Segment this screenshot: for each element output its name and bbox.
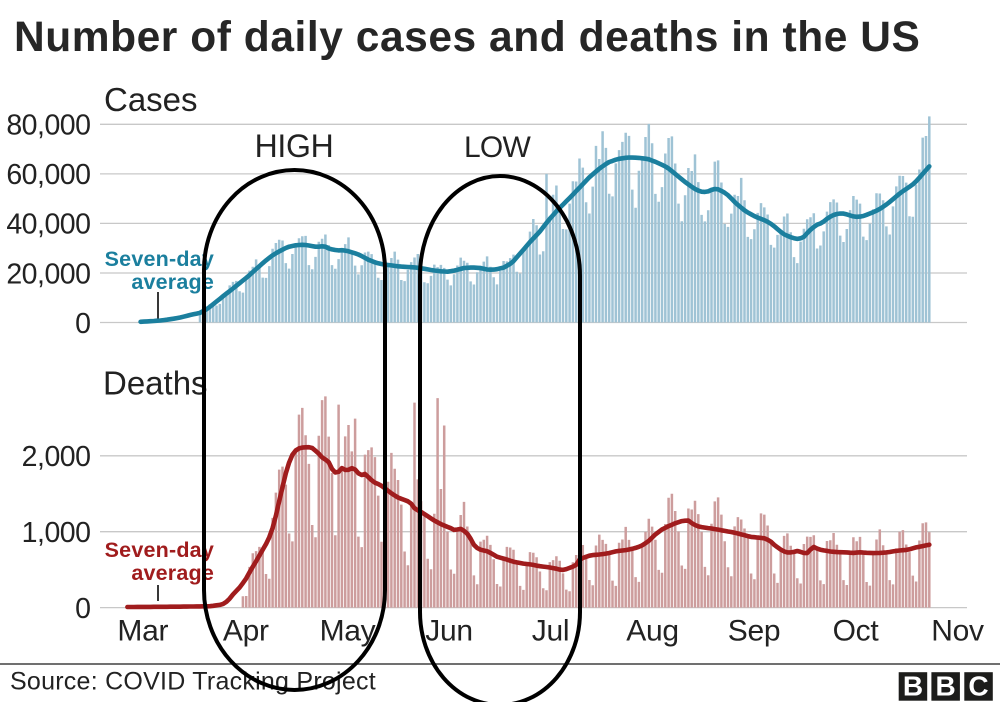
svg-text:Nov: Nov bbox=[931, 614, 984, 647]
svg-text:C: C bbox=[968, 670, 988, 701]
svg-text:Deaths: Deaths bbox=[103, 365, 208, 402]
svg-text:20,000: 20,000 bbox=[6, 258, 90, 290]
svg-text:B: B bbox=[903, 670, 923, 701]
svg-text:average: average bbox=[131, 561, 214, 585]
svg-text:Aug: Aug bbox=[626, 614, 678, 647]
svg-text:Seven-day: Seven-day bbox=[105, 538, 214, 562]
svg-text:HIGH: HIGH bbox=[255, 128, 334, 164]
svg-text:Jul: Jul bbox=[532, 614, 569, 647]
svg-text:1,000: 1,000 bbox=[22, 517, 91, 549]
svg-text:LOW: LOW bbox=[464, 131, 531, 164]
svg-text:Apr: Apr bbox=[223, 614, 269, 647]
svg-text:Jun: Jun bbox=[425, 614, 472, 647]
svg-text:0: 0 bbox=[75, 593, 90, 625]
svg-text:40,000: 40,000 bbox=[6, 209, 90, 241]
svg-text:Sep: Sep bbox=[728, 614, 780, 647]
svg-text:May: May bbox=[320, 614, 376, 647]
svg-text:2,000: 2,000 bbox=[22, 441, 91, 473]
svg-text:Number of daily cases and deat: Number of daily cases and deaths in the … bbox=[14, 14, 920, 61]
svg-text:60,000: 60,000 bbox=[6, 159, 90, 191]
svg-text:Seven-day: Seven-day bbox=[105, 247, 214, 271]
svg-text:average: average bbox=[131, 270, 214, 294]
svg-text:Mar: Mar bbox=[117, 614, 168, 647]
svg-text:0: 0 bbox=[75, 308, 90, 340]
svg-text:Oct: Oct bbox=[833, 614, 880, 647]
svg-text:Cases: Cases bbox=[104, 81, 198, 118]
svg-text:80,000: 80,000 bbox=[6, 110, 90, 142]
svg-text:B: B bbox=[936, 670, 956, 701]
svg-text:Source: COVID Tracking Project: Source: COVID Tracking Project bbox=[10, 668, 376, 696]
